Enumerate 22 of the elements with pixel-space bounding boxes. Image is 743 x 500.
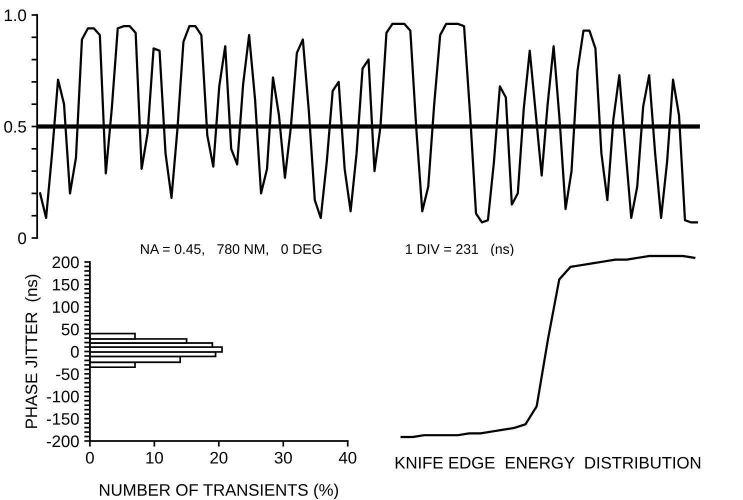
y-tick-label: 0 bbox=[18, 232, 26, 244]
y-tick-label: 0.5 bbox=[4, 120, 26, 133]
x-tick-label: 10 bbox=[146, 452, 163, 464]
y-tick-label: 200 bbox=[52, 256, 79, 268]
y-tick-label: -100 bbox=[46, 390, 79, 402]
x-tick-label: 30 bbox=[274, 452, 292, 464]
y-tick-label: 1.0 bbox=[4, 9, 26, 22]
x-tick-label: 20 bbox=[210, 452, 228, 464]
x-tick-label: 40 bbox=[338, 452, 356, 464]
y-tick-label: -150 bbox=[46, 413, 79, 425]
annotation: 1 DIV = 231 (ns) bbox=[406, 244, 514, 257]
y-axis-title: PHASE JITTER (ns) bbox=[25, 274, 41, 428]
y-tick-label: -50 bbox=[56, 368, 79, 380]
y-tick-label: 0 bbox=[70, 346, 79, 358]
x-tick-label: 0 bbox=[86, 452, 94, 464]
text: NA = 0.45, 780 NM, 0 DEG bbox=[141, 244, 322, 256]
y-tick-label: -200 bbox=[46, 435, 79, 448]
y-tick-label: 150 bbox=[52, 278, 79, 291]
y-tick-label: 50 bbox=[62, 324, 79, 336]
y-tick-label: 100 bbox=[52, 301, 79, 313]
x-axis-title: KNIFE EDGE ENERGY DISTRIBUTION bbox=[396, 456, 700, 469]
x-axis-title: NUMBER OF TRANSIENTS (%) bbox=[100, 484, 338, 500]
